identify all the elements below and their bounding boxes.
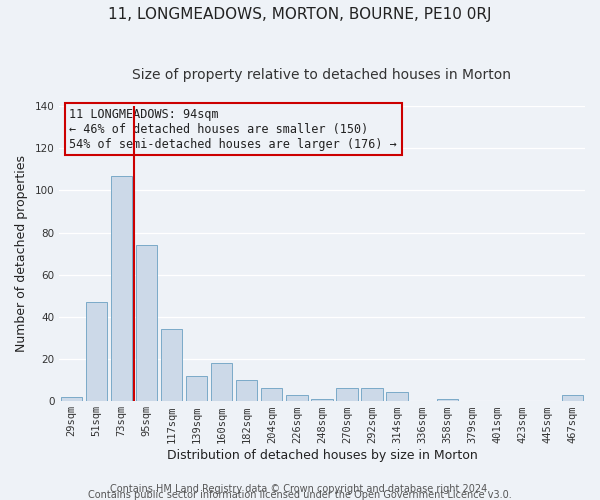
Bar [337, 388, 358, 401]
Text: 11, LONGMEADOWS, MORTON, BOURNE, PE10 0RJ: 11, LONGMEADOWS, MORTON, BOURNE, PE10 0R… [108, 8, 492, 22]
Bar [261, 388, 283, 401]
Y-axis label: Number of detached properties: Number of detached properties [15, 155, 28, 352]
Bar [386, 392, 408, 401]
Title: Size of property relative to detached houses in Morton: Size of property relative to detached ho… [133, 68, 511, 82]
Bar [311, 399, 332, 401]
Text: 11 LONGMEADOWS: 94sqm
← 46% of detached houses are smaller (150)
54% of semi-det: 11 LONGMEADOWS: 94sqm ← 46% of detached … [70, 108, 397, 151]
Bar [361, 388, 383, 401]
Text: Contains public sector information licensed under the Open Government Licence v3: Contains public sector information licen… [88, 490, 512, 500]
Bar [186, 376, 208, 401]
Bar [286, 394, 308, 401]
Bar [61, 396, 82, 401]
Text: Contains HM Land Registry data © Crown copyright and database right 2024.: Contains HM Land Registry data © Crown c… [110, 484, 490, 494]
Bar [236, 380, 257, 401]
Bar [211, 363, 232, 401]
X-axis label: Distribution of detached houses by size in Morton: Distribution of detached houses by size … [167, 450, 478, 462]
Bar [437, 399, 458, 401]
Bar [562, 394, 583, 401]
Bar [161, 330, 182, 401]
Bar [111, 176, 132, 401]
Bar [86, 302, 107, 401]
Bar [136, 245, 157, 401]
